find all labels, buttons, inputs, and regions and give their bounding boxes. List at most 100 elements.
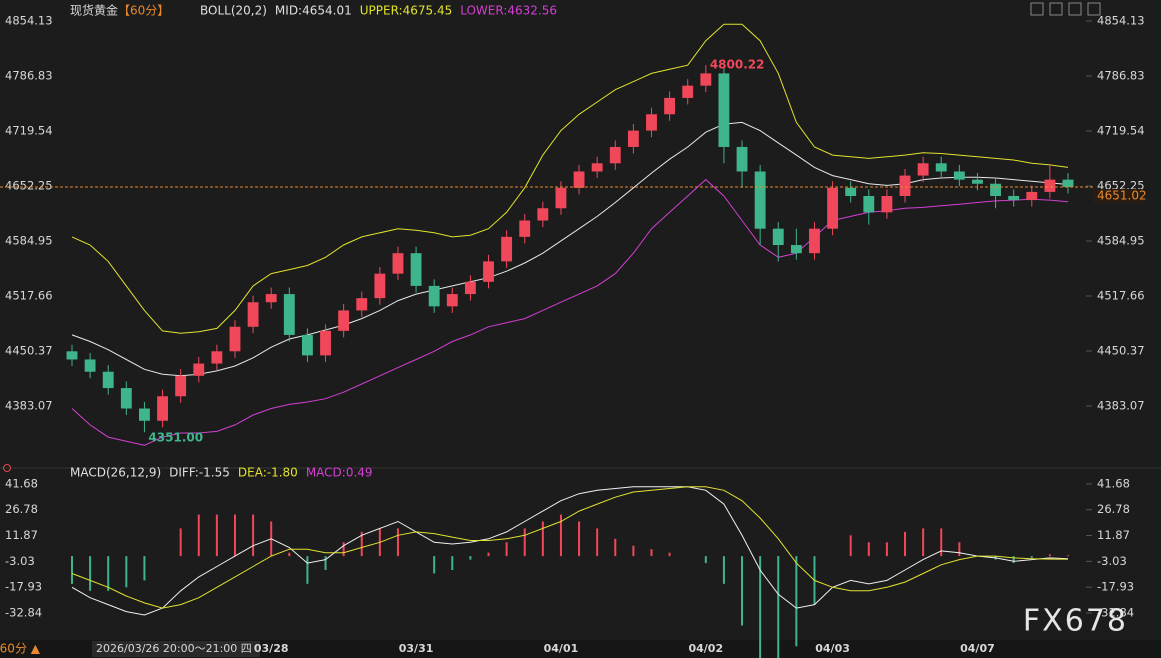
candle-body <box>881 195 893 213</box>
candle-body <box>265 294 277 303</box>
panel-handle[interactable] <box>3 464 11 472</box>
candle-body <box>1044 179 1056 192</box>
candle-body <box>754 171 766 229</box>
y-tick-label: 4450.37 <box>1097 343 1145 357</box>
candle-body <box>863 195 875 213</box>
y-tick-label: 4517.66 <box>5 288 53 302</box>
candle-body <box>953 171 965 180</box>
candle-body <box>646 114 657 131</box>
candle-body <box>320 330 331 356</box>
x-tick-label: 04/03 <box>815 642 850 655</box>
candle-body <box>682 85 694 98</box>
candle-body <box>102 371 114 389</box>
candle-body <box>736 146 748 172</box>
y-tick-label: 4786.83 <box>1097 68 1145 82</box>
y-tick-label: -32.84 <box>1097 606 1134 620</box>
candle-body <box>664 97 676 115</box>
legend-item: MACD:0.49 <box>306 466 373 480</box>
candle-body <box>935 163 947 172</box>
last-price-box <box>1093 188 1143 203</box>
candle-body <box>609 146 621 164</box>
y-tick-label: 4584.95 <box>1097 233 1145 247</box>
candle-body <box>519 220 531 237</box>
y-tick-label: 4450.37 <box>5 343 53 357</box>
y-tick-label: 4719.54 <box>5 123 53 137</box>
candle-body <box>446 294 458 307</box>
band-line <box>71 178 1069 446</box>
max-label: 4800.22 <box>710 58 765 72</box>
y-tick-label: 4383.07 <box>5 398 53 412</box>
candle-body <box>1026 191 1038 201</box>
y-tick-label: -17.93 <box>1097 580 1134 594</box>
x-tick-label: 04/07 <box>960 642 995 655</box>
cursor-time: 2026/03/26 20:00～21:00 四 <box>96 642 252 655</box>
dea-line <box>71 486 1069 609</box>
candle-body <box>845 187 857 196</box>
tool-icon[interactable] <box>1068 2 1082 16</box>
candle-body <box>555 187 567 209</box>
band-line <box>71 23 1069 334</box>
diff-line <box>71 486 1069 616</box>
tool-icon[interactable] <box>1087 2 1101 16</box>
candle-body <box>972 179 983 184</box>
period-button[interactable]: 60分 ▲ <box>0 642 41 656</box>
candle-body <box>772 228 784 246</box>
y-tick-label: 4652.25 <box>1097 178 1145 192</box>
candle-body <box>193 363 205 376</box>
candle-body <box>410 253 422 286</box>
y-tick-label: 4517.66 <box>1097 288 1145 302</box>
tool-icon[interactable] <box>1049 2 1063 16</box>
candle-body <box>84 359 96 372</box>
y-tick-label: 26.78 <box>5 502 38 516</box>
candle-body <box>301 334 313 356</box>
candle-body <box>157 396 168 421</box>
candle-body <box>501 236 513 262</box>
candle-body <box>247 302 259 327</box>
candle-body <box>229 326 241 352</box>
candle-body <box>175 375 187 397</box>
candle-body <box>374 273 386 299</box>
y-tick-label: 11.87 <box>5 528 38 542</box>
last-price-label: 4651.02 <box>1097 188 1147 202</box>
candle-body <box>392 253 404 274</box>
y-tick-label: -32.84 <box>5 606 42 620</box>
candle-body <box>827 187 839 229</box>
candle-body <box>356 298 368 311</box>
y-tick-label: 4652.25 <box>5 178 53 192</box>
legend-item: LOWER:4632.56 <box>460 4 557 18</box>
candle-body <box>591 163 603 172</box>
toolbar <box>1030 2 1101 16</box>
y-tick-label: 4584.95 <box>5 233 53 247</box>
y-tick-label: -3.03 <box>5 554 35 568</box>
candle-body <box>428 285 440 307</box>
candle-body <box>338 310 350 331</box>
y-tick-label: 4719.54 <box>1097 123 1145 137</box>
candle-body <box>809 228 820 254</box>
y-tick-label: 4854.13 <box>1097 13 1145 27</box>
candle-body <box>899 175 911 196</box>
y-tick-label: 4786.83 <box>5 68 53 82</box>
chart-title: 现货黄金 <box>70 3 118 18</box>
y-tick-label: -17.93 <box>5 580 42 594</box>
candle-body <box>1008 195 1020 201</box>
candle-body <box>66 351 78 360</box>
candle-body <box>917 163 929 176</box>
legend-item: MACD(26,12,9) <box>70 466 161 480</box>
candle-body <box>120 388 132 409</box>
legend-item: MID:4654.01 <box>275 4 352 18</box>
candle-body <box>627 130 639 147</box>
candle-body <box>718 73 730 147</box>
legend-item: UPPER:4675.45 <box>360 4 452 18</box>
candle-body <box>573 171 585 188</box>
x-tick-label: 04/01 <box>544 642 579 655</box>
candle-body <box>790 245 802 254</box>
candle-body <box>1062 179 1074 187</box>
tool-icon[interactable] <box>1030 2 1044 16</box>
y-tick-label: 4383.07 <box>1097 398 1145 412</box>
candle-body <box>537 208 549 221</box>
candle-body <box>483 261 494 282</box>
cursor-time-box <box>92 641 260 657</box>
